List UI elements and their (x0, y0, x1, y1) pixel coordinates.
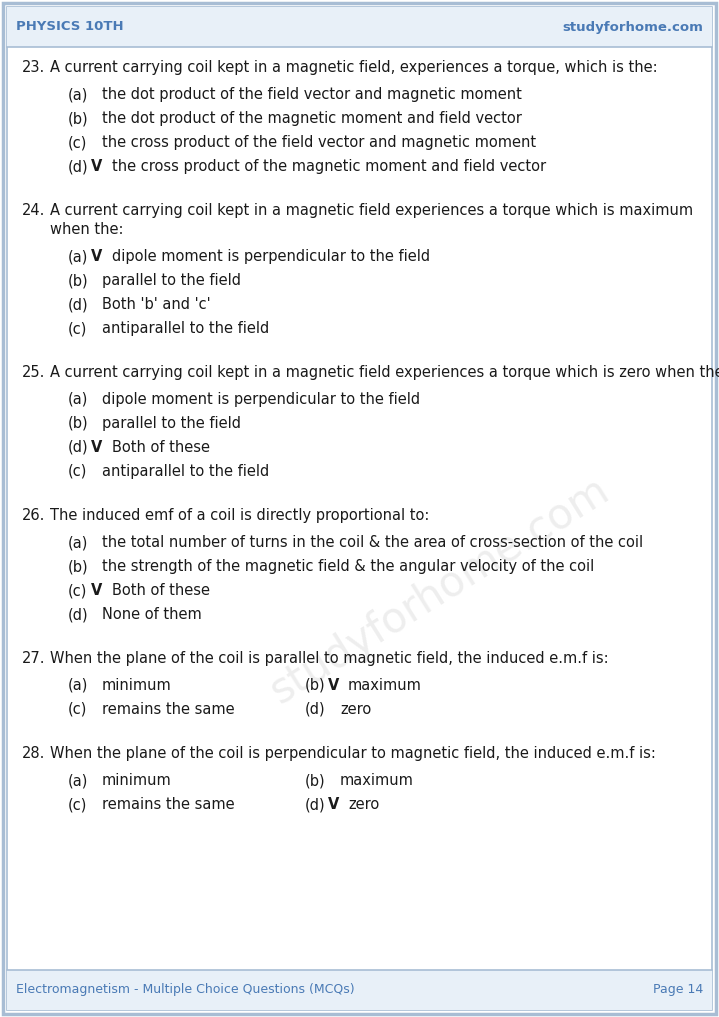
Text: 27.: 27. (22, 651, 45, 666)
Text: dipole moment is perpendicular to the field: dipole moment is perpendicular to the fi… (102, 392, 420, 407)
Text: 26.: 26. (22, 508, 45, 523)
Text: PHYSICS 10TH: PHYSICS 10TH (16, 20, 124, 34)
Text: A current carrying coil kept in a magnetic field, experiences a torque, which is: A current carrying coil kept in a magnet… (50, 60, 658, 75)
Text: V: V (328, 797, 339, 812)
Text: Electromagnetism - Multiple Choice Questions (MCQs): Electromagnetism - Multiple Choice Quest… (16, 983, 354, 997)
Text: (a): (a) (68, 678, 88, 693)
Text: 24.: 24. (22, 203, 45, 218)
Text: (d): (d) (68, 159, 88, 174)
Text: remains the same: remains the same (102, 702, 234, 717)
Text: V: V (91, 159, 102, 174)
Text: the dot product of the magnetic moment and field vector: the dot product of the magnetic moment a… (102, 111, 522, 126)
Text: (c): (c) (68, 135, 88, 149)
Text: dipole moment is perpendicular to the field: dipole moment is perpendicular to the fi… (112, 249, 430, 264)
Text: (a): (a) (68, 87, 88, 102)
Text: studyforhome.com: studyforhome.com (562, 20, 703, 34)
Text: antiparallel to the field: antiparallel to the field (102, 321, 269, 336)
Text: the cross product of the magnetic moment and field vector: the cross product of the magnetic moment… (112, 159, 546, 174)
Text: (d): (d) (68, 607, 88, 622)
Text: (c): (c) (68, 583, 88, 598)
Text: remains the same: remains the same (102, 797, 234, 812)
Text: (b): (b) (68, 273, 88, 288)
Text: (a): (a) (68, 249, 88, 264)
Text: maximum: maximum (348, 678, 422, 693)
Text: (b): (b) (68, 559, 88, 574)
Text: when the:: when the: (50, 222, 124, 237)
Text: (b): (b) (68, 416, 88, 431)
Text: 23.: 23. (22, 60, 45, 75)
Text: (a): (a) (68, 392, 88, 407)
Text: studyforhome.com: studyforhome.com (262, 469, 618, 712)
Text: (b): (b) (305, 773, 326, 788)
Text: A current carrying coil kept in a magnetic field experiences a torque which is z: A current carrying coil kept in a magnet… (50, 365, 719, 380)
Text: None of them: None of them (102, 607, 202, 622)
Text: zero: zero (340, 702, 371, 717)
Text: A current carrying coil kept in a magnetic field experiences a torque which is m: A current carrying coil kept in a magnet… (50, 203, 693, 218)
Text: (b): (b) (68, 111, 88, 126)
Text: (c): (c) (68, 464, 88, 479)
Text: (d): (d) (305, 797, 326, 812)
Text: Both 'b' and 'c': Both 'b' and 'c' (102, 297, 211, 312)
Text: When the plane of the coil is parallel to magnetic field, the induced e.m.f is:: When the plane of the coil is parallel t… (50, 651, 608, 666)
Text: Both of these: Both of these (112, 583, 210, 598)
Text: 28.: 28. (22, 746, 45, 761)
Text: parallel to the field: parallel to the field (102, 273, 241, 288)
Text: (d): (d) (305, 702, 326, 717)
Text: When the plane of the coil is perpendicular to magnetic field, the induced e.m.f: When the plane of the coil is perpendicu… (50, 746, 656, 761)
Text: The induced emf of a coil is directly proportional to:: The induced emf of a coil is directly pr… (50, 508, 429, 523)
Text: antiparallel to the field: antiparallel to the field (102, 464, 269, 479)
Text: (c): (c) (68, 702, 88, 717)
Text: (d): (d) (68, 440, 88, 455)
Text: (a): (a) (68, 535, 88, 550)
Text: V: V (91, 440, 102, 455)
Text: minimum: minimum (102, 773, 172, 788)
Text: (c): (c) (68, 797, 88, 812)
Text: maximum: maximum (340, 773, 414, 788)
Text: Page 14: Page 14 (653, 983, 703, 997)
Text: the total number of turns in the coil & the area of cross-section of the coil: the total number of turns in the coil & … (102, 535, 643, 550)
Bar (7, 970, 712, 1010)
Text: (b): (b) (305, 678, 326, 693)
Text: parallel to the field: parallel to the field (102, 416, 241, 431)
Text: (a): (a) (68, 773, 88, 788)
Text: minimum: minimum (102, 678, 172, 693)
Text: (c): (c) (68, 321, 88, 336)
Text: the cross product of the field vector and magnetic moment: the cross product of the field vector an… (102, 135, 536, 149)
Text: 25.: 25. (22, 365, 45, 380)
Text: zero: zero (348, 797, 379, 812)
Text: V: V (91, 583, 102, 598)
Text: (d): (d) (68, 297, 88, 312)
Text: the dot product of the field vector and magnetic moment: the dot product of the field vector and … (102, 87, 522, 102)
Text: Both of these: Both of these (112, 440, 210, 455)
Text: V: V (91, 249, 102, 264)
Bar (7, 7, 712, 47)
Text: the strength of the magnetic field & the angular velocity of the coil: the strength of the magnetic field & the… (102, 559, 594, 574)
Text: V: V (328, 678, 339, 693)
